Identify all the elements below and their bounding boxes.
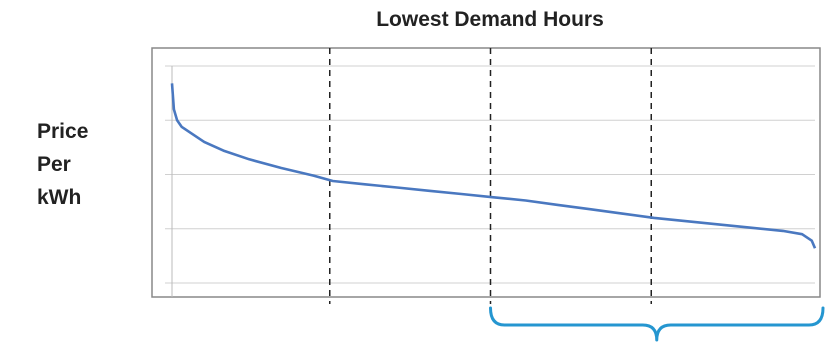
plot-frame	[151, 47, 821, 298]
y-axis-label: Price Per kWh	[37, 115, 127, 214]
vertical-dividers	[329, 48, 652, 304]
chart-title: Lowest Demand Hours	[376, 8, 604, 31]
y-axis-label-line-2: Per	[37, 153, 71, 176]
y-axis-label-line-3: kWh	[37, 186, 82, 209]
y-axis-label-line-1: Price	[37, 120, 89, 143]
price-curve	[170, 83, 817, 249]
lowest-demand-bracket	[489, 306, 825, 342]
